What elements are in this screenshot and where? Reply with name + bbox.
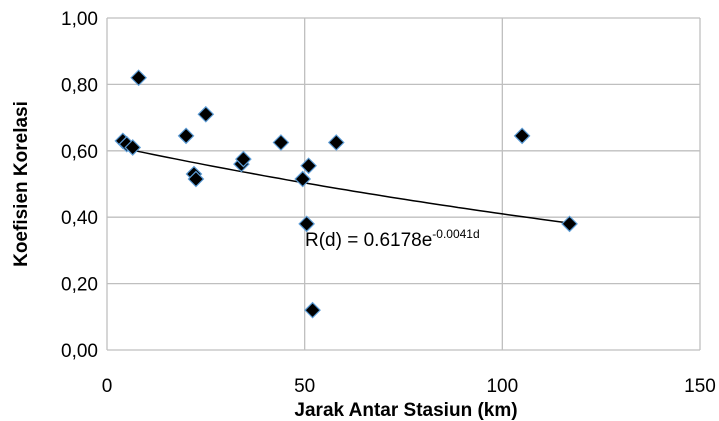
data-point-15 <box>327 134 345 151</box>
y-tick-label-2: 0,40 <box>61 208 98 229</box>
x-tick-label-1: 50 <box>294 376 315 397</box>
data-point-2 <box>124 139 142 156</box>
y-axis-title: Koefisien Korelasi <box>11 101 32 267</box>
x-tick-label-0: 0 <box>102 376 113 397</box>
data-point-17 <box>561 215 578 233</box>
data-point-14 <box>304 301 321 319</box>
trendline-equation-exponent: -0.0041d <box>432 227 479 241</box>
x-axis-title: Jarak Antar Stasiun (km) <box>294 400 517 421</box>
y-tick-label-0: 0,00 <box>61 341 98 362</box>
grid-lines <box>106 17 701 351</box>
y-tick-label-1: 0,20 <box>61 275 98 296</box>
trendline-equation-main: R(d) = 0.6178e <box>305 230 432 251</box>
data-point-10 <box>272 134 290 151</box>
trend-line <box>122 147 570 224</box>
data-point-9 <box>235 150 252 168</box>
trend-line-group <box>122 147 570 224</box>
data-points <box>114 69 578 319</box>
trendline-equation: R(d) = 0.6178e-0.0041d <box>305 227 480 251</box>
x-tick-label-3: 150 <box>684 376 716 397</box>
data-point-3 <box>130 69 147 87</box>
data-point-13 <box>300 157 317 175</box>
data-point-12 <box>298 215 315 233</box>
data-point-4 <box>177 127 195 145</box>
data-point-16 <box>513 127 531 145</box>
y-tick-label-4: 0,80 <box>61 75 98 96</box>
y-tick-label-3: 0,60 <box>61 142 98 163</box>
x-tick-labels: 0 50 100 150 <box>102 376 716 397</box>
data-point-6 <box>187 170 205 188</box>
y-tick-labels: 0,00 0,20 0,40 0,60 0,80 1,00 <box>61 9 98 362</box>
y-tick-label-5: 1,00 <box>61 9 98 30</box>
data-point-7 <box>197 105 215 123</box>
x-tick-label-2: 100 <box>486 376 518 397</box>
data-point-11 <box>294 170 312 188</box>
